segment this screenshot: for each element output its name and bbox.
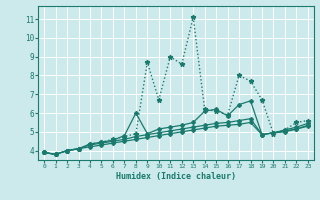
- X-axis label: Humidex (Indice chaleur): Humidex (Indice chaleur): [116, 172, 236, 181]
